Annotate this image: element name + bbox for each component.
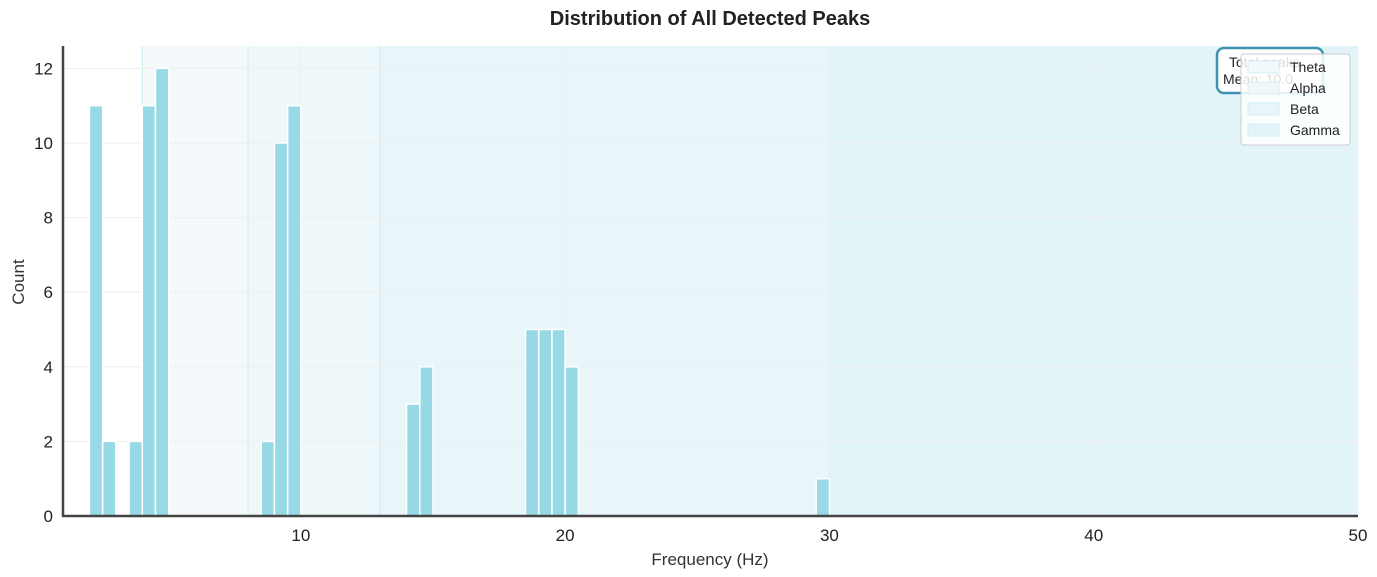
bar — [141, 104, 157, 517]
legend-label-gamma: Gamma — [1290, 122, 1340, 138]
frequency-bands — [141, 46, 1358, 516]
bar — [101, 440, 117, 517]
y-tick-label: 2 — [44, 432, 53, 451]
histogram-bars — [88, 67, 831, 517]
y-tick-label: 6 — [44, 283, 53, 302]
x-tick-label: 30 — [820, 526, 839, 545]
bar — [815, 477, 831, 517]
chart-title: Distribution of All Detected Peaks — [550, 8, 870, 30]
legend: Theta Alpha Beta Gamma — [1240, 53, 1351, 146]
bar — [260, 440, 276, 517]
bar — [154, 67, 170, 517]
bar — [419, 366, 434, 517]
x-tick-labels: 10 20 30 40 50 — [291, 526, 1367, 545]
axes — [61, 46, 1358, 518]
legend-swatch-theta — [1247, 60, 1280, 74]
x-axis-label: Frequency (Hz) — [651, 550, 768, 569]
y-tick-label: 8 — [44, 209, 53, 228]
x-tick-label: 10 — [291, 526, 310, 545]
bar — [537, 328, 553, 517]
band-alpha — [248, 46, 381, 516]
y-tick-label: 4 — [44, 358, 53, 377]
bar — [524, 328, 540, 517]
x-tick-label: 50 — [1349, 526, 1368, 545]
bar — [405, 403, 421, 517]
x-tick-label: 40 — [1084, 526, 1103, 545]
bar — [88, 104, 104, 517]
legend-label-alpha: Alpha — [1290, 80, 1326, 96]
y-tick-label: 10 — [34, 134, 53, 153]
y-tick-label: 12 — [34, 59, 53, 78]
y-axis-label: Count — [9, 259, 28, 305]
legend-swatch-beta — [1247, 102, 1280, 116]
bar — [273, 142, 289, 517]
band-beta — [380, 46, 830, 516]
legend-label-beta: Beta — [1290, 101, 1319, 117]
bar — [551, 328, 566, 517]
legend-swatch-alpha — [1247, 81, 1280, 95]
y-tick-label: 0 — [44, 507, 53, 526]
y-tick-labels: 0 2 4 6 8 10 12 — [34, 59, 53, 526]
x-tick-label: 20 — [556, 526, 575, 545]
legend-swatch-gamma — [1247, 123, 1280, 137]
legend-label-theta: Theta — [1290, 59, 1326, 75]
bar — [564, 366, 580, 517]
bar — [128, 440, 144, 517]
legend-frame — [1240, 53, 1351, 146]
bar — [286, 104, 302, 517]
